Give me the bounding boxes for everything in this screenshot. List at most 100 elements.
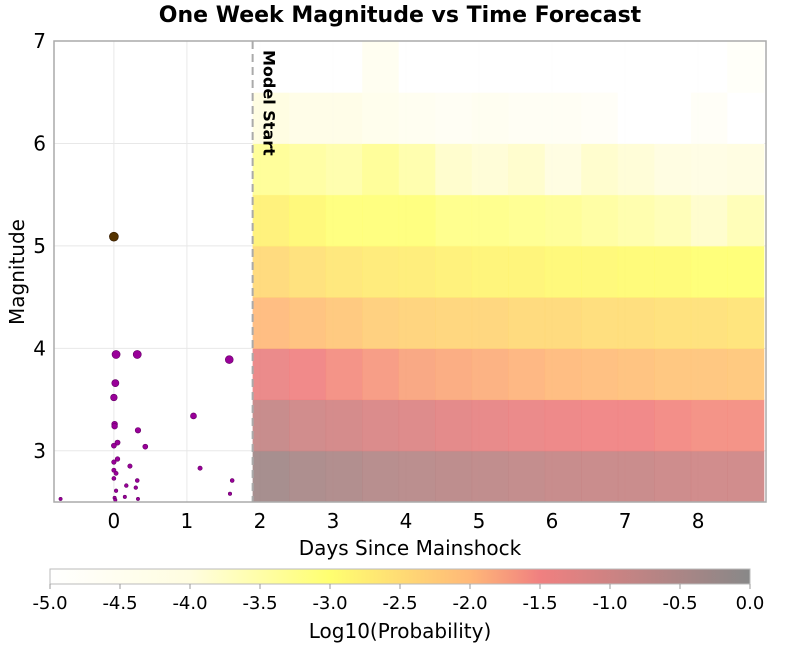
heatmap-cell bbox=[289, 92, 327, 144]
heatmap-cell bbox=[398, 399, 436, 452]
y-axis-label: Magnitude bbox=[5, 219, 29, 325]
x-tick-label: 7 bbox=[619, 509, 632, 533]
x-ticks: 0 1 2 3 4 5 6 7 8 bbox=[108, 509, 705, 533]
heatmap-cell bbox=[654, 297, 692, 349]
colorbar-tick-label: 0.0 bbox=[736, 593, 765, 614]
heatmap-cell bbox=[544, 92, 582, 144]
heatmap-cell bbox=[654, 399, 692, 452]
heatmap-cell bbox=[362, 194, 400, 247]
heatmap-cell bbox=[654, 143, 692, 196]
x-tick-label: 3 bbox=[327, 509, 340, 533]
model-start-label: Model Start bbox=[260, 50, 279, 156]
heatmap-cell bbox=[508, 348, 546, 401]
heatmap-cell bbox=[325, 92, 363, 144]
aftershock-point bbox=[111, 423, 118, 430]
aftershock-point bbox=[142, 443, 149, 450]
heatmap-cell bbox=[508, 245, 546, 298]
heatmap-cell bbox=[289, 399, 327, 452]
heatmap-cell bbox=[654, 348, 692, 401]
heatmap-cell bbox=[508, 41, 546, 93]
aftershock-point bbox=[58, 496, 63, 501]
y-tick-label: 7 bbox=[33, 29, 46, 53]
heatmap-cell bbox=[544, 143, 582, 196]
colorbar-ticks: -5.0 -4.5 -4.0 -3.5 -3.0 -2.5 -2.0 -1.5 -1.0 -0.5… bbox=[32, 584, 764, 614]
aftershock-point bbox=[111, 379, 120, 388]
x-tick-label: 1 bbox=[181, 509, 194, 533]
heatmap-cell bbox=[727, 450, 765, 503]
heatmap-cell bbox=[398, 245, 436, 298]
heatmap-cell bbox=[617, 297, 655, 349]
aftershock-point bbox=[111, 442, 117, 449]
heatmap-cell bbox=[508, 399, 546, 452]
heatmap-cell bbox=[617, 450, 655, 503]
heatmap-cell bbox=[544, 41, 582, 93]
heatmap-cell bbox=[581, 450, 619, 503]
heatmap-cell bbox=[289, 245, 327, 298]
heatmap-cell bbox=[508, 297, 546, 349]
heatmap-cell bbox=[581, 399, 619, 452]
heatmap-cell bbox=[690, 399, 728, 452]
chart-title: One Week Magnitude vs Time Forecast bbox=[159, 3, 642, 28]
heatmap-cell bbox=[362, 143, 400, 196]
heatmap-cell bbox=[435, 194, 473, 247]
heatmap-cell bbox=[617, 92, 655, 144]
colorbar-tick-label: -1.5 bbox=[522, 593, 557, 614]
heatmap-cell bbox=[544, 194, 582, 247]
heatmap-cell bbox=[471, 297, 509, 349]
heatmap-cell bbox=[362, 399, 400, 452]
heatmap-cell bbox=[435, 399, 473, 452]
heatmap-cell bbox=[471, 41, 509, 93]
y-tick-label: 4 bbox=[33, 336, 46, 360]
heatmap-cell bbox=[508, 194, 546, 247]
heatmap-cell bbox=[581, 297, 619, 349]
colorbar-tick-label: -0.5 bbox=[662, 593, 697, 614]
aftershock-point bbox=[110, 393, 118, 402]
aftershock-point bbox=[134, 427, 142, 434]
colorbar-tick-label: -4.0 bbox=[172, 593, 207, 614]
colorbar-tick-label: -2.5 bbox=[382, 593, 417, 614]
heatmap-cell bbox=[289, 450, 327, 503]
heatmap-cell bbox=[252, 194, 290, 247]
heatmap-cell bbox=[252, 450, 290, 503]
aftershock-point bbox=[113, 470, 119, 476]
heatmap-cell bbox=[654, 245, 692, 298]
heatmap-cell bbox=[690, 297, 728, 349]
heatmap-cell bbox=[508, 92, 546, 144]
mainshock-point bbox=[109, 231, 119, 242]
scatter-points bbox=[58, 231, 235, 502]
heatmap-cell bbox=[690, 143, 728, 196]
heatmap-cell bbox=[654, 92, 692, 144]
heatmap-cell bbox=[325, 348, 363, 401]
x-tick-label: 8 bbox=[692, 509, 705, 533]
heatmap-cell bbox=[508, 450, 546, 503]
aftershock-point bbox=[136, 496, 140, 501]
heatmap-cell bbox=[690, 41, 728, 93]
heatmap-cell bbox=[690, 92, 728, 144]
aftershock-point bbox=[132, 350, 142, 359]
heatmap-cell bbox=[690, 194, 728, 247]
colorbar-tick-label: -3.0 bbox=[312, 593, 347, 614]
heatmap-cell bbox=[617, 348, 655, 401]
colorbar-tick-label: -4.5 bbox=[102, 593, 137, 614]
colorbar bbox=[49, 568, 751, 585]
heatmap-cell bbox=[581, 348, 619, 401]
heatmap-cell bbox=[617, 143, 655, 196]
colorbar-tick-label: -2.0 bbox=[452, 593, 487, 614]
y-ticks: 3 4 5 6 7 bbox=[33, 29, 46, 463]
heatmap-cell bbox=[362, 92, 400, 144]
heatmap-cell bbox=[435, 245, 473, 298]
heatmap-cell bbox=[325, 245, 363, 298]
heatmap-cell bbox=[435, 450, 473, 503]
heatmap-cell bbox=[690, 348, 728, 401]
heatmap-cell bbox=[471, 348, 509, 401]
heatmap-cell bbox=[544, 297, 582, 349]
heatmap-cell bbox=[617, 194, 655, 247]
heatmap-cell bbox=[581, 245, 619, 298]
heatmap-cell bbox=[727, 143, 765, 196]
heatmap-cell bbox=[435, 348, 473, 401]
heatmap-cell bbox=[398, 92, 436, 144]
heatmap-cell bbox=[435, 297, 473, 349]
heatmap-cell bbox=[325, 41, 363, 93]
heatmap-cell bbox=[362, 41, 400, 93]
